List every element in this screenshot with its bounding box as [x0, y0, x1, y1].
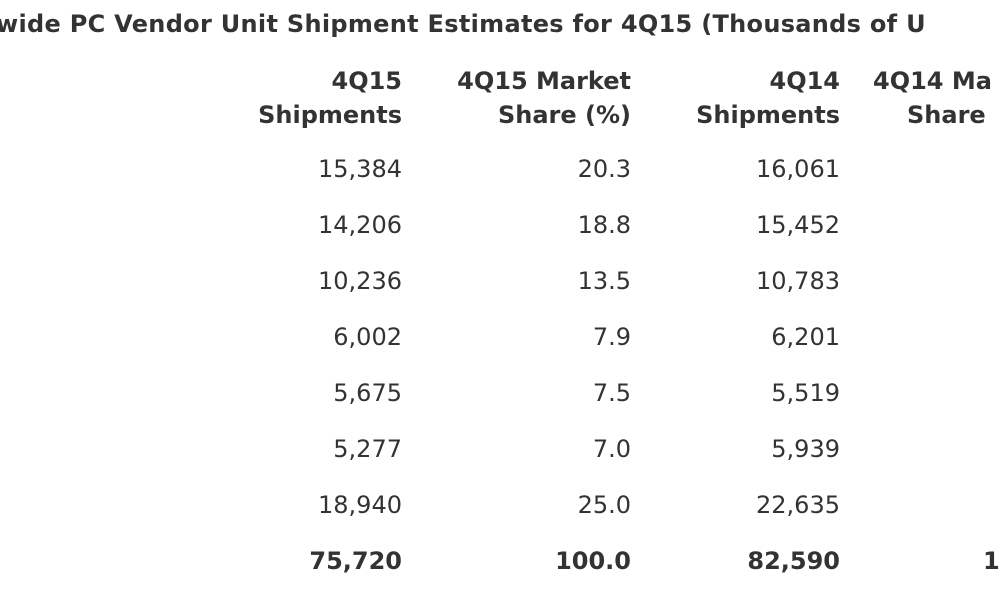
- header-line: 4Q15 Market: [457, 67, 631, 95]
- table-cell: 16,061: [756, 155, 840, 183]
- table-cell: 5,519: [771, 379, 840, 407]
- table-cell: 7.9: [592, 323, 631, 351]
- table-cell: 5,939: [771, 435, 840, 463]
- table-cell: 7.0: [592, 435, 631, 463]
- header-line: Shipments: [696, 101, 840, 129]
- table-cell: 6,201: [771, 323, 840, 351]
- table-cell: 7.5: [592, 379, 631, 407]
- table-cell: 25.0: [577, 491, 631, 519]
- total-cell: 1: [983, 547, 1000, 575]
- table-cell: 18,940: [318, 491, 402, 519]
- header-line: 4Q15: [331, 67, 403, 95]
- header-line: Share: [907, 101, 986, 129]
- total-cell: 100.0: [555, 547, 631, 575]
- table-cell: 15,384: [318, 155, 402, 183]
- header-4q15-market-share: 4Q15 Market Share (%): [457, 64, 631, 132]
- header-line: Share (%): [497, 101, 631, 129]
- header-line: 4Q14: [769, 67, 841, 95]
- header-line: 4Q14 Ma: [873, 67, 992, 95]
- table-cell: 14,206: [318, 211, 402, 239]
- table-cell: 15,452: [756, 211, 840, 239]
- table-cell: 20.3: [577, 155, 631, 183]
- table-cell: 10,783: [756, 267, 840, 295]
- table-cell: 6,002: [333, 323, 402, 351]
- table-cell: 10,236: [318, 267, 402, 295]
- table-cell: 18.8: [577, 211, 631, 239]
- table-cell: 13.5: [577, 267, 631, 295]
- table-cell: 22,635: [756, 491, 840, 519]
- table-cell: 5,277: [333, 435, 402, 463]
- table-title: wide PC Vendor Unit Shipment Estimates f…: [0, 10, 926, 38]
- table-cell: 5,675: [333, 379, 402, 407]
- header-4q14-market-share: 4Q14 Ma Share: [873, 64, 992, 132]
- total-cell: 75,720: [309, 547, 402, 575]
- header-line: Shipments: [258, 101, 402, 129]
- header-4q14-shipments: 4Q14 Shipments: [696, 64, 840, 132]
- total-cell: 82,590: [747, 547, 840, 575]
- header-4q15-shipments: 4Q15 Shipments: [258, 64, 402, 132]
